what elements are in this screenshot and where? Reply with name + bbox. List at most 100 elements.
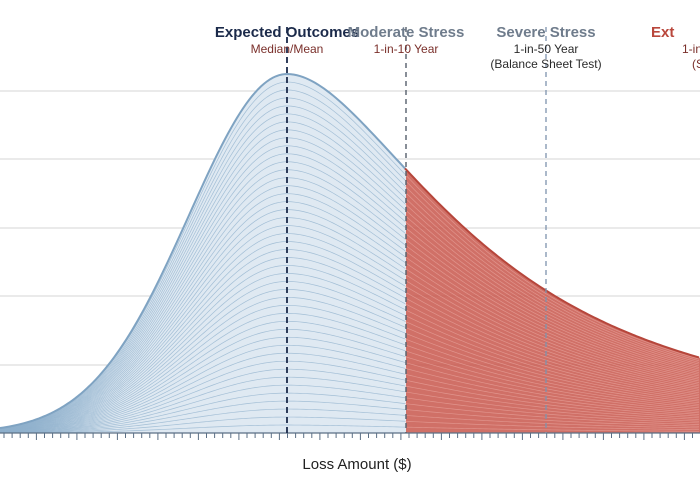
curve-20-tail — [404, 315, 700, 400]
annotation-extreme-subtitle: 1-in — [682, 42, 700, 56]
body-fill — [0, 74, 406, 433]
curve-14-body — [0, 320, 406, 432]
curve-39-tail — [404, 203, 700, 368]
curve-6-tail — [404, 397, 700, 424]
curve-5-body — [0, 392, 406, 433]
annotation-expected-title: Expected Outcomes — [215, 24, 359, 41]
curve-14-tail — [404, 350, 700, 410]
annotation-severe-subtitle: 1-in-50 Year — [514, 42, 579, 56]
curve-1-tail — [404, 426, 700, 432]
curve-13-body — [0, 328, 406, 432]
curve-15-body — [0, 312, 406, 432]
curve-45-tail — [404, 167, 700, 359]
curve-35-tail — [404, 226, 700, 375]
annotation-extreme-subtitle-2: (S — [692, 57, 700, 71]
curve-38-body — [0, 129, 406, 430]
curve-35-body — [0, 153, 406, 430]
curve-16-tail — [404, 338, 700, 407]
curve-29-body — [0, 201, 406, 431]
curve-18-body — [0, 289, 406, 432]
curve-9-body — [0, 360, 406, 433]
curve-18-tail — [404, 326, 700, 404]
curve-31-tail — [404, 250, 700, 382]
curve-22-tail — [404, 303, 700, 397]
curve-4-tail — [404, 409, 700, 427]
curve-9-tail — [404, 379, 700, 419]
curve-26-body — [0, 225, 406, 431]
curve-27-body — [0, 217, 406, 431]
curve-8-tail — [404, 385, 700, 420]
curve-17-body — [0, 297, 406, 432]
curve-2-tail — [404, 420, 700, 430]
curve-17-tail — [404, 332, 700, 405]
curve-11-body — [0, 344, 406, 433]
curve-36-tail — [404, 221, 700, 373]
curve-32-body — [0, 177, 406, 430]
curve-26-tail — [404, 279, 700, 390]
curve-21-tail — [404, 309, 700, 399]
curve-23-body — [0, 249, 406, 431]
curve-20-body — [0, 273, 406, 432]
curve-3-tail — [404, 415, 700, 429]
curve-8-body — [0, 368, 406, 433]
curve-32-tail — [404, 244, 700, 380]
curve-40-body — [0, 113, 406, 429]
curve-37-tail — [404, 215, 700, 372]
x-axis-ticks — [3, 433, 693, 440]
annotation-expected-subtitle: Median/Mean — [251, 42, 324, 56]
curve-21-body — [0, 265, 406, 432]
curve-19-body — [0, 281, 406, 432]
curve-33-tail — [404, 238, 700, 378]
curve-41-tail — [404, 191, 700, 365]
annotation-moderate-title: Moderate Stress — [348, 24, 465, 41]
curve-24-body — [0, 241, 406, 431]
curve-3-body — [0, 408, 406, 434]
annotation-severe: Severe Stress 1-in-50 Year (Balance Shee… — [490, 24, 601, 71]
curve-27-tail — [404, 273, 700, 389]
curve-42-tail — [404, 185, 700, 363]
curve-15-tail — [404, 344, 700, 409]
curve-25-body — [0, 233, 406, 431]
curve-5-tail — [404, 403, 700, 425]
curve-44-tail — [404, 174, 700, 360]
curve-37-body — [0, 137, 406, 430]
curve-1-body — [0, 424, 406, 434]
curve-12-tail — [404, 362, 700, 414]
curve-11-tail — [404, 367, 700, 415]
curve-33-body — [0, 169, 406, 430]
x-axis — [0, 432, 700, 440]
curve-2-body — [0, 416, 406, 434]
curve-28-tail — [404, 268, 700, 387]
curve-10-tail — [404, 373, 700, 417]
marker-labels: Expected Outcomes Median/Mean Moderate S… — [215, 24, 700, 71]
curve-30-body — [0, 193, 406, 431]
curve-4-body — [0, 400, 406, 433]
x-axis-title: Loss Amount ($) — [302, 456, 411, 473]
curve-40-tail — [404, 197, 700, 367]
curve-30-tail — [404, 256, 700, 383]
annotation-moderate: Moderate Stress 1-in-10 Year — [348, 24, 465, 56]
curve-12-body — [0, 336, 406, 433]
curve-7-tail — [404, 391, 700, 422]
curve-43-tail — [404, 179, 700, 362]
curve-29-tail — [404, 262, 700, 385]
curve-24-tail — [404, 291, 700, 394]
curve-16-body — [0, 305, 406, 432]
curve-31-body — [0, 185, 406, 430]
curve-43-body — [0, 89, 406, 429]
curve-6-body — [0, 384, 406, 433]
curve-13-tail — [404, 356, 700, 412]
curve-28-body — [0, 209, 406, 431]
annotation-severe-subtitle-2: (Balance Sheet Test) — [490, 57, 601, 71]
curve-34-tail — [404, 232, 700, 377]
curve-10-body — [0, 352, 406, 433]
annotation-expected: Expected Outcomes Median/Mean — [215, 24, 359, 56]
curve-34-body — [0, 161, 406, 430]
curve-45-body — [0, 73, 406, 430]
percentile-markers — [286, 27, 547, 433]
curve-39-body — [0, 121, 406, 430]
curve-19-tail — [404, 320, 700, 402]
annotation-severe-title: Severe Stress — [496, 24, 595, 41]
annotation-moderate-subtitle: 1-in-10 Year — [374, 42, 439, 56]
